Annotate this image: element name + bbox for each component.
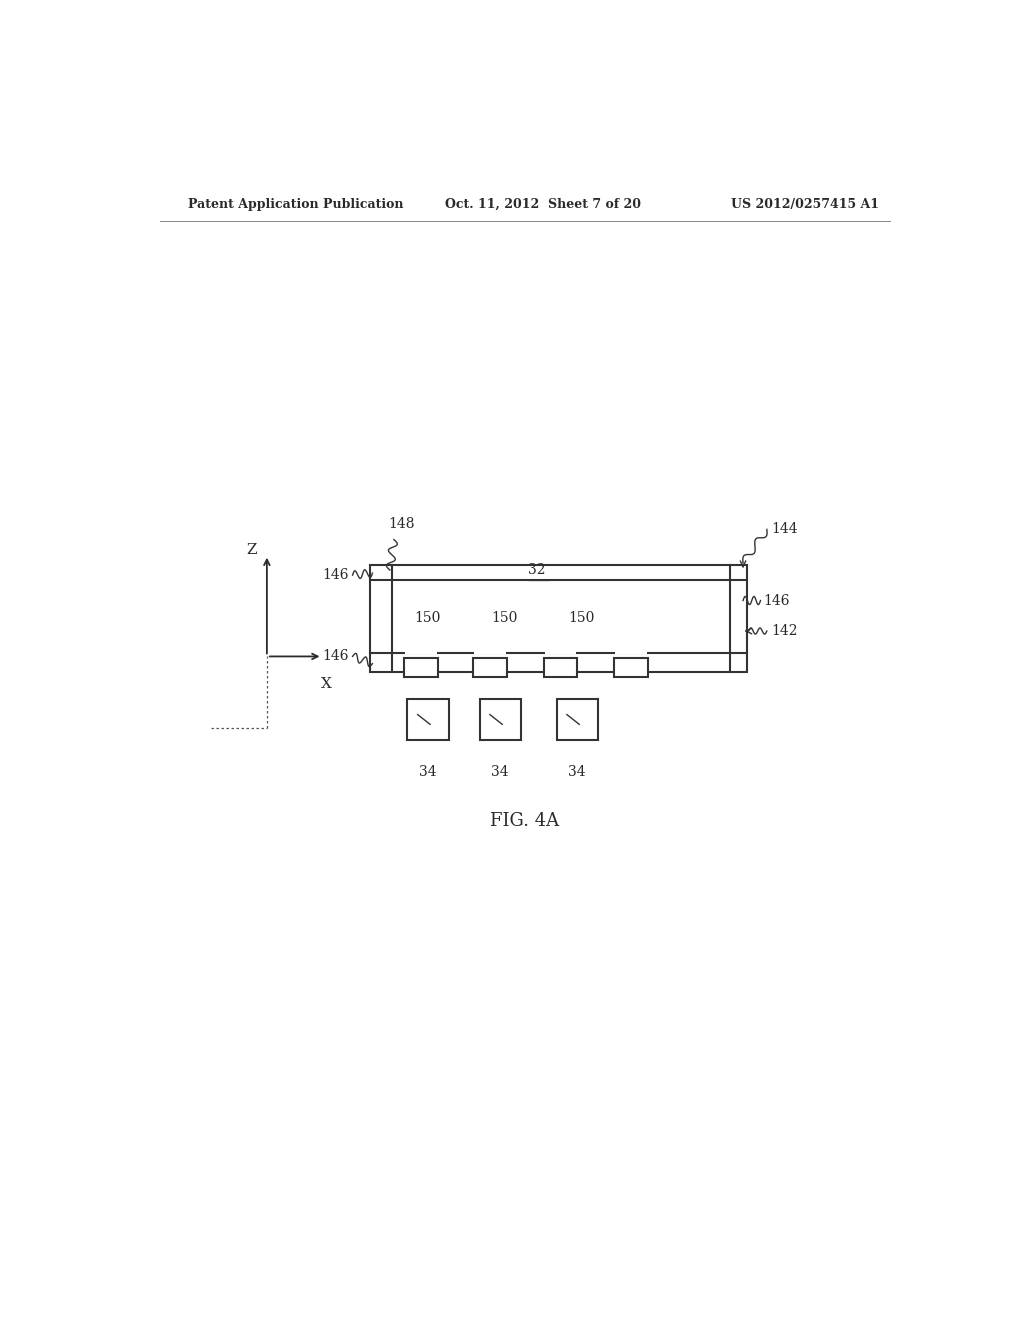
Bar xyxy=(404,651,436,655)
Text: 146: 146 xyxy=(323,649,348,664)
Text: X: X xyxy=(321,677,332,690)
Text: Z: Z xyxy=(246,543,257,557)
Bar xyxy=(408,700,449,739)
Text: 142: 142 xyxy=(771,624,798,638)
Text: 34: 34 xyxy=(568,766,586,779)
Text: Patent Application Publication: Patent Application Publication xyxy=(187,198,403,211)
Bar xyxy=(615,651,647,655)
Text: 150: 150 xyxy=(492,611,518,624)
Bar xyxy=(474,651,506,655)
Text: 148: 148 xyxy=(388,517,415,532)
Bar xyxy=(557,700,598,739)
Text: 146: 146 xyxy=(763,594,790,607)
Bar xyxy=(479,700,521,739)
Text: US 2012/0257415 A1: US 2012/0257415 A1 xyxy=(731,198,880,211)
Text: 150: 150 xyxy=(415,611,441,624)
Text: 146: 146 xyxy=(323,568,348,582)
Text: 144: 144 xyxy=(771,523,798,536)
Text: 150: 150 xyxy=(568,611,595,624)
Text: Oct. 11, 2012  Sheet 7 of 20: Oct. 11, 2012 Sheet 7 of 20 xyxy=(445,198,641,211)
Text: 34: 34 xyxy=(492,766,509,779)
Text: 32: 32 xyxy=(528,564,546,577)
Text: FIG. 4A: FIG. 4A xyxy=(490,812,559,830)
Bar xyxy=(473,659,507,677)
Bar xyxy=(404,659,437,677)
Bar xyxy=(544,659,578,677)
Text: 34: 34 xyxy=(419,766,437,779)
Bar xyxy=(614,659,648,677)
Bar xyxy=(370,565,748,672)
Bar xyxy=(545,651,577,655)
